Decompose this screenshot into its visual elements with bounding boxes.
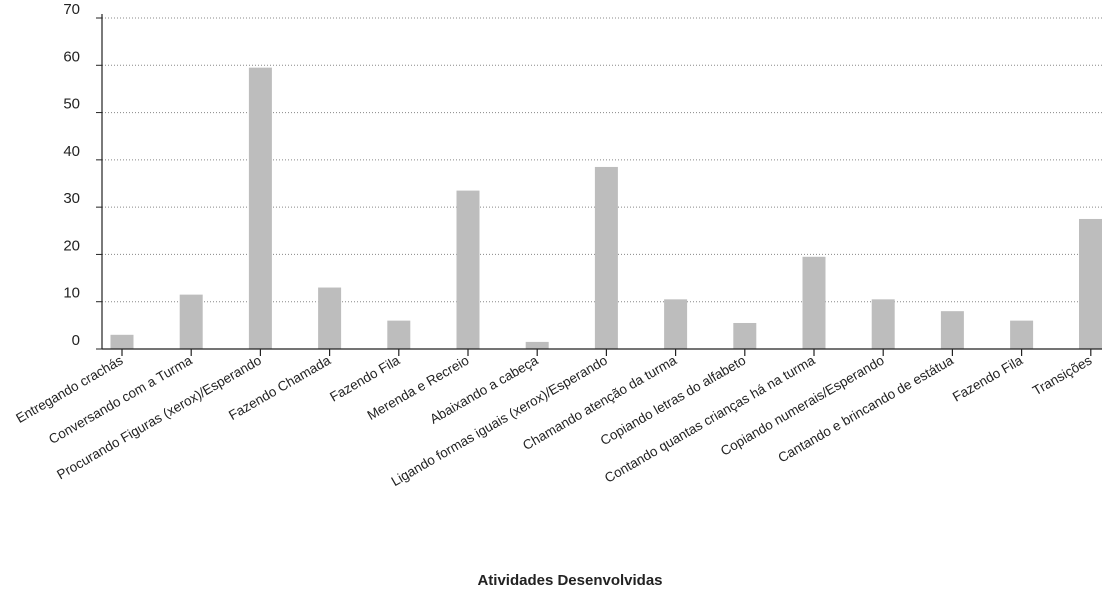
bar bbox=[594, 166, 618, 349]
y-tick-labels: 0 10 20 30 40 50 60 70 bbox=[63, 1, 80, 349]
bar bbox=[248, 67, 272, 350]
bar bbox=[456, 190, 480, 349]
y-tick-label: 0 bbox=[72, 332, 80, 349]
y-tick-label: 10 bbox=[63, 285, 80, 302]
bar bbox=[940, 311, 964, 349]
y-tick-label: 20 bbox=[63, 237, 80, 254]
y-tick-label: 70 bbox=[63, 1, 80, 18]
bar bbox=[387, 320, 411, 349]
y-tick-label: 30 bbox=[63, 190, 80, 207]
bar bbox=[1010, 320, 1034, 349]
y-tick-label: 50 bbox=[63, 96, 80, 113]
bar bbox=[871, 299, 895, 349]
bar bbox=[802, 256, 826, 349]
x-tick-label: Fazendo Fila bbox=[950, 352, 1026, 404]
bar bbox=[733, 322, 757, 349]
bar bbox=[318, 287, 342, 349]
bar bbox=[179, 294, 203, 349]
bar bbox=[110, 334, 134, 349]
bars bbox=[110, 67, 1102, 350]
x-tick-label: Transições bbox=[1030, 352, 1094, 398]
y-tick-label: 40 bbox=[63, 143, 80, 160]
bar bbox=[1079, 218, 1102, 349]
bar bbox=[525, 341, 549, 349]
bar bbox=[664, 299, 688, 349]
axes bbox=[96, 14, 1102, 356]
y-tick-label: 60 bbox=[63, 48, 80, 65]
x-axis-title: Atividades Desenvolvidas bbox=[477, 572, 662, 589]
